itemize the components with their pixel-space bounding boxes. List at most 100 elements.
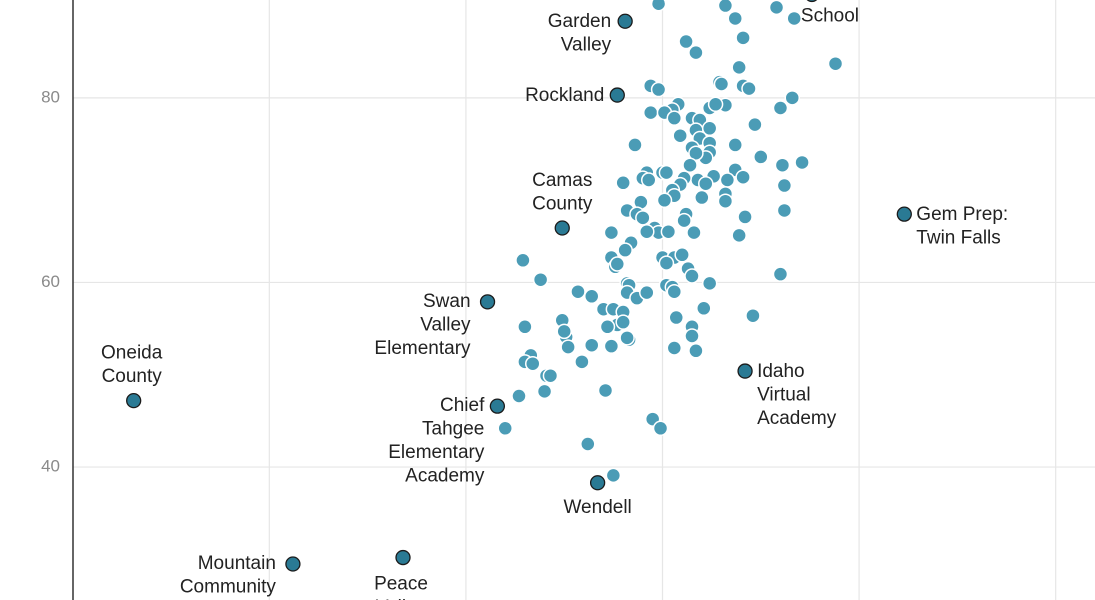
point [642, 104, 659, 121]
point [583, 288, 600, 305]
point-label: Academy [757, 408, 837, 429]
point [753, 149, 769, 165]
point [615, 175, 631, 191]
point [580, 436, 596, 452]
point [635, 210, 651, 226]
point [684, 268, 700, 284]
point [603, 224, 620, 241]
point [701, 275, 718, 292]
point [652, 420, 669, 437]
point [674, 247, 690, 263]
point [574, 354, 590, 370]
point [615, 314, 631, 330]
point [532, 271, 549, 288]
highlight-point [737, 363, 753, 379]
point-label: Rockland [525, 85, 604, 106]
point [660, 223, 677, 240]
point [560, 339, 576, 355]
point-label: School [801, 5, 859, 26]
y-tick-label: 40 [41, 457, 60, 476]
point [696, 300, 712, 317]
y-tick-label: 60 [41, 272, 60, 291]
point [605, 467, 622, 484]
point [542, 367, 559, 384]
point [827, 55, 844, 72]
point-label: Elementary [374, 338, 471, 359]
point [583, 337, 600, 353]
point [672, 127, 688, 144]
point [684, 328, 700, 344]
point [666, 110, 683, 126]
point [747, 116, 763, 133]
point [517, 319, 533, 335]
point [688, 343, 704, 359]
point [735, 30, 751, 46]
point [745, 307, 761, 324]
point [768, 0, 785, 16]
point [536, 383, 553, 400]
point-label: Community [180, 577, 277, 598]
point [737, 209, 753, 225]
point [650, 81, 667, 98]
point [776, 177, 793, 194]
point [776, 202, 793, 219]
point-label: Swan [423, 291, 471, 312]
point [731, 59, 747, 76]
point [713, 76, 730, 92]
point [698, 175, 714, 192]
point-label: Oneida [101, 343, 163, 364]
point-label: Twin Falls [916, 228, 1000, 249]
highlight-point [589, 475, 606, 491]
point [570, 283, 586, 300]
point [786, 10, 802, 27]
point [741, 80, 757, 97]
highlight-point [395, 549, 411, 566]
point [701, 120, 718, 137]
point [609, 256, 626, 272]
highlight-point [609, 87, 625, 103]
point [682, 157, 698, 173]
highlight-point [479, 294, 496, 310]
point [735, 169, 751, 185]
point [717, 193, 734, 209]
point-label: Valley [376, 597, 427, 600]
highlight-point [806, 0, 818, 3]
point-label: Idaho [757, 361, 805, 382]
point [658, 255, 675, 271]
point [515, 252, 531, 269]
point [619, 330, 635, 346]
point-label: Elementary [388, 442, 485, 463]
highlight-point [617, 13, 633, 29]
point [639, 223, 655, 240]
point [603, 338, 620, 354]
point [727, 10, 743, 27]
point [694, 189, 710, 206]
point [686, 224, 702, 241]
y-tick-label: 80 [41, 87, 60, 106]
point [525, 355, 541, 372]
point [666, 340, 683, 356]
point [772, 100, 789, 116]
point [656, 192, 673, 209]
point-label: Virtual [757, 385, 811, 406]
point [639, 284, 655, 301]
point-label: County [532, 194, 593, 215]
highlight-point [489, 398, 506, 414]
highlight-point [126, 392, 142, 409]
point [727, 137, 743, 153]
point-label: Charter [801, 0, 865, 3]
point [668, 309, 685, 326]
point [640, 172, 657, 188]
point-label: Camas [532, 170, 592, 191]
point-label: Gem Prep: [916, 204, 1008, 225]
point-label: Peace [374, 574, 428, 595]
point-label: County [102, 366, 163, 387]
point [774, 157, 791, 173]
point-label: Valley [561, 35, 612, 56]
point [688, 44, 704, 61]
point [731, 227, 747, 244]
point-label: Valley [420, 314, 471, 335]
point-label: Wendell [563, 497, 631, 518]
point [666, 283, 683, 300]
point [650, 0, 667, 12]
